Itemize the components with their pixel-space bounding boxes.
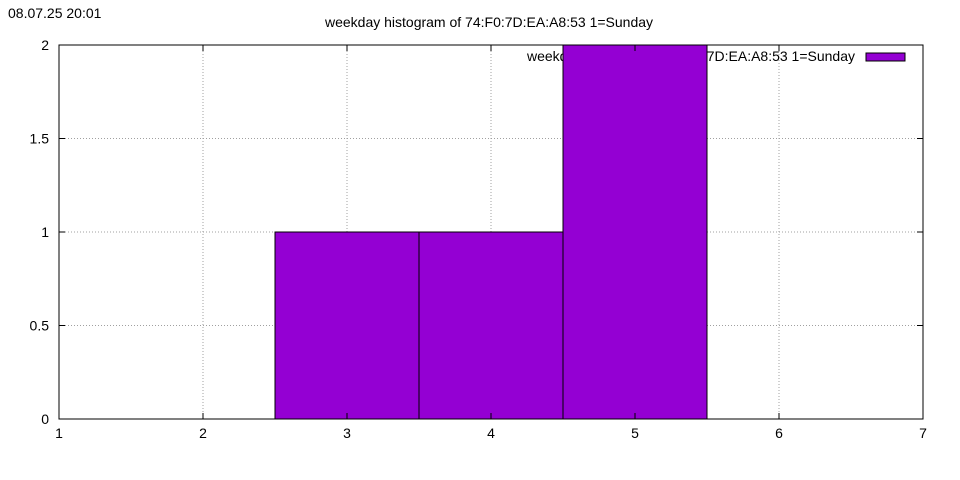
chart-title: weekday histogram of 74:F0:7D:EA:A8:53 1… <box>324 14 653 30</box>
y-tick-label: 0 <box>41 411 49 427</box>
y-tick-label: 1.5 <box>30 131 50 147</box>
legend-swatch <box>865 52 906 62</box>
bars <box>274 44 708 420</box>
x-tick-label: 1 <box>55 425 63 441</box>
x-axis-tick-labels: 1 2 3 4 5 6 7 <box>55 425 927 441</box>
y-tick-label: 2 <box>41 37 49 53</box>
bar <box>274 231 420 420</box>
x-tick-label: 6 <box>775 425 783 441</box>
y-tick-label: 1 <box>41 224 49 240</box>
x-tick-label: 3 <box>343 425 351 441</box>
timestamp-label: 08.07.25 20:01 <box>8 5 102 21</box>
bar <box>562 44 708 420</box>
x-tick-label: 2 <box>199 425 207 441</box>
x-tick-label: 5 <box>631 425 639 441</box>
y-tick-label: 0.5 <box>30 318 50 334</box>
x-tick-label: 4 <box>487 425 495 441</box>
bar <box>418 231 564 420</box>
y-axis-tick-labels: 0 0.5 1 1.5 2 <box>30 37 50 427</box>
x-tick-label: 7 <box>919 425 927 441</box>
axis-ticks <box>59 45 923 419</box>
